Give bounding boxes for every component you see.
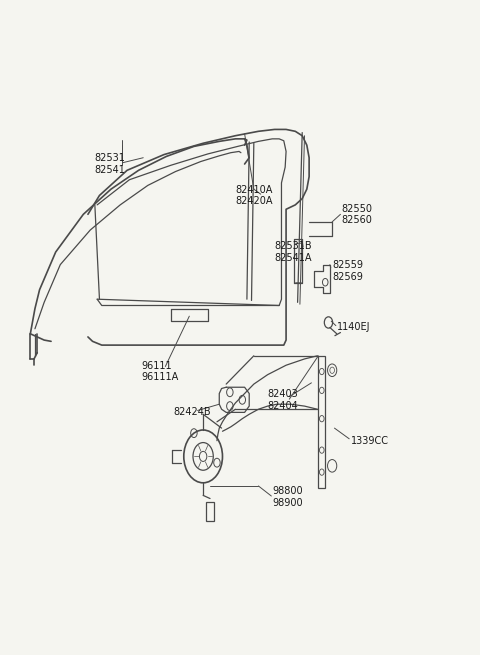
Bar xyxy=(318,356,325,488)
Bar xyxy=(206,502,214,521)
Text: 82531
82541: 82531 82541 xyxy=(95,153,126,175)
Text: 98800
98900: 98800 98900 xyxy=(272,487,303,508)
Text: 82559
82569: 82559 82569 xyxy=(332,260,363,282)
Text: 1140EJ: 1140EJ xyxy=(337,322,370,333)
Text: 82410A
82420A: 82410A 82420A xyxy=(235,185,273,206)
Text: 82403
82404: 82403 82404 xyxy=(268,389,299,411)
Text: 82550
82560: 82550 82560 xyxy=(341,204,372,225)
Text: 1339CC: 1339CC xyxy=(350,436,389,445)
Text: 82424B: 82424B xyxy=(173,407,211,417)
Text: 96111
96111A: 96111 96111A xyxy=(141,361,178,383)
Text: 82531B
82541A: 82531B 82541A xyxy=(275,241,312,263)
